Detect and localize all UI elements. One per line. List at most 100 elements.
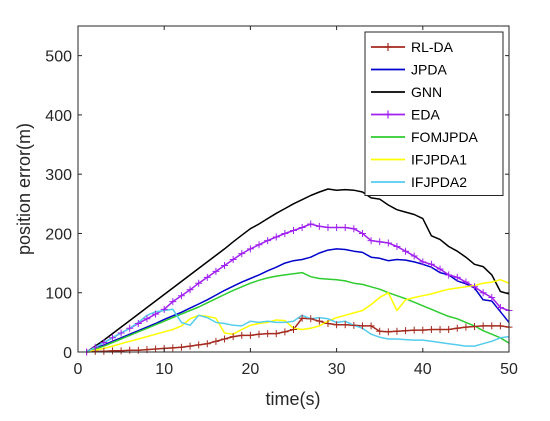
data-point-eda [427, 260, 435, 268]
series-line-ifjpda1 [86, 278, 510, 353]
data-point-rl-da [100, 347, 108, 355]
data-point-rl-da [126, 346, 134, 354]
data-point-rl-da [367, 322, 375, 330]
x-tick-label: 20 [242, 361, 260, 378]
data-point-rl-da [350, 321, 358, 329]
data-point-rl-da [238, 331, 246, 339]
data-point-eda [419, 258, 427, 266]
data-point-rl-da [445, 325, 453, 333]
data-point-rl-da [488, 322, 496, 330]
legend-marker-eda [384, 110, 392, 119]
data-point-eda [333, 224, 341, 232]
data-point-eda [255, 241, 263, 249]
legend-label-jpda: JPDA [411, 62, 447, 78]
data-point-eda [479, 289, 487, 297]
data-point-rl-da [496, 322, 504, 330]
x-axis-label: time(s) [266, 389, 321, 409]
data-point-eda [143, 315, 151, 323]
data-point-eda [203, 273, 211, 281]
data-point-rl-da [453, 324, 461, 332]
data-point-eda [108, 334, 116, 342]
data-point-rl-da [177, 343, 185, 351]
data-point-rl-da [462, 323, 470, 331]
data-point-eda [272, 233, 280, 241]
legend-label-ifjpda1: IFJPDA1 [411, 152, 467, 168]
series-line-jpda [86, 248, 510, 353]
legend-marker-rl-da [384, 43, 392, 51]
data-point-rl-da [246, 331, 254, 339]
y-tick-label: 400 [45, 108, 72, 125]
data-point-rl-da [195, 341, 203, 349]
data-point-eda [246, 245, 254, 253]
legend-label-rl-da: RL-DA [411, 39, 454, 55]
plot-lines [86, 188, 510, 353]
data-point-rl-da [298, 314, 306, 322]
data-point-eda [393, 242, 401, 250]
data-point-rl-da [117, 347, 125, 355]
data-point-rl-da [376, 327, 384, 335]
x-tick-label: 0 [74, 361, 83, 378]
series-line-gnn [86, 188, 510, 353]
data-point-eda [402, 247, 410, 255]
data-point-eda [91, 343, 99, 351]
data-point-eda [160, 305, 168, 313]
data-point-eda [117, 329, 125, 337]
data-point-eda [186, 286, 194, 294]
y-tick-label: 100 [45, 286, 72, 303]
data-point-rl-da [427, 325, 435, 333]
data-point-eda [341, 224, 349, 232]
y-axis-label: position error(m) [14, 123, 34, 255]
data-point-rl-da [471, 323, 479, 331]
x-tick-label: 30 [328, 361, 346, 378]
data-point-eda [358, 229, 366, 237]
data-point-eda [152, 310, 160, 318]
data-point-eda [126, 324, 134, 332]
x-tick-label: 50 [500, 361, 518, 378]
data-point-rl-da [264, 330, 272, 338]
data-point-rl-da [212, 337, 220, 345]
legend: RL-DA JPDA GNN EDA FOMJPDA IFJPDA1 IFJPDA2 [364, 31, 504, 196]
data-point-rl-da [108, 347, 116, 355]
data-point-eda [134, 320, 142, 328]
data-point-eda [264, 237, 272, 245]
series-line-fomjpda [86, 271, 510, 353]
data-point-rl-da [402, 327, 410, 335]
data-point-rl-da [384, 328, 392, 336]
data-point-rl-da [324, 320, 332, 328]
data-point-eda [315, 222, 323, 230]
data-point-eda [324, 224, 332, 232]
y-tick-label: 500 [45, 49, 72, 66]
data-point-rl-da [410, 326, 418, 334]
data-point-rl-da [169, 344, 177, 352]
series-line-eda [86, 223, 510, 353]
plot-markers [83, 220, 513, 356]
data-point-eda [471, 283, 479, 291]
data-point-rl-da [152, 345, 160, 353]
data-point-eda [496, 304, 504, 312]
data-point-rl-da [419, 326, 427, 334]
data-point-rl-da [134, 346, 142, 354]
data-point-eda [281, 229, 289, 237]
y-axis: 0 100 200 300 400 500 [45, 49, 509, 362]
data-point-eda [384, 239, 392, 247]
data-point-rl-da [272, 330, 280, 338]
data-point-eda [376, 238, 384, 246]
data-point-eda [212, 267, 220, 275]
data-point-eda [462, 278, 470, 286]
data-point-rl-da [255, 330, 263, 338]
legend-label-gnn: GNN [411, 84, 442, 100]
data-point-eda [445, 271, 453, 279]
y-tick-label: 300 [45, 167, 72, 184]
data-point-rl-da [221, 335, 229, 343]
data-point-rl-da [393, 327, 401, 335]
data-point-eda [307, 220, 315, 228]
data-point-eda [169, 298, 177, 306]
data-point-eda [195, 279, 203, 287]
data-point-rl-da [307, 315, 315, 323]
data-point-eda [367, 237, 375, 245]
data-point-rl-da [186, 342, 194, 350]
data-point-eda [100, 339, 108, 347]
data-point-eda [229, 256, 237, 264]
data-point-eda [298, 224, 306, 232]
